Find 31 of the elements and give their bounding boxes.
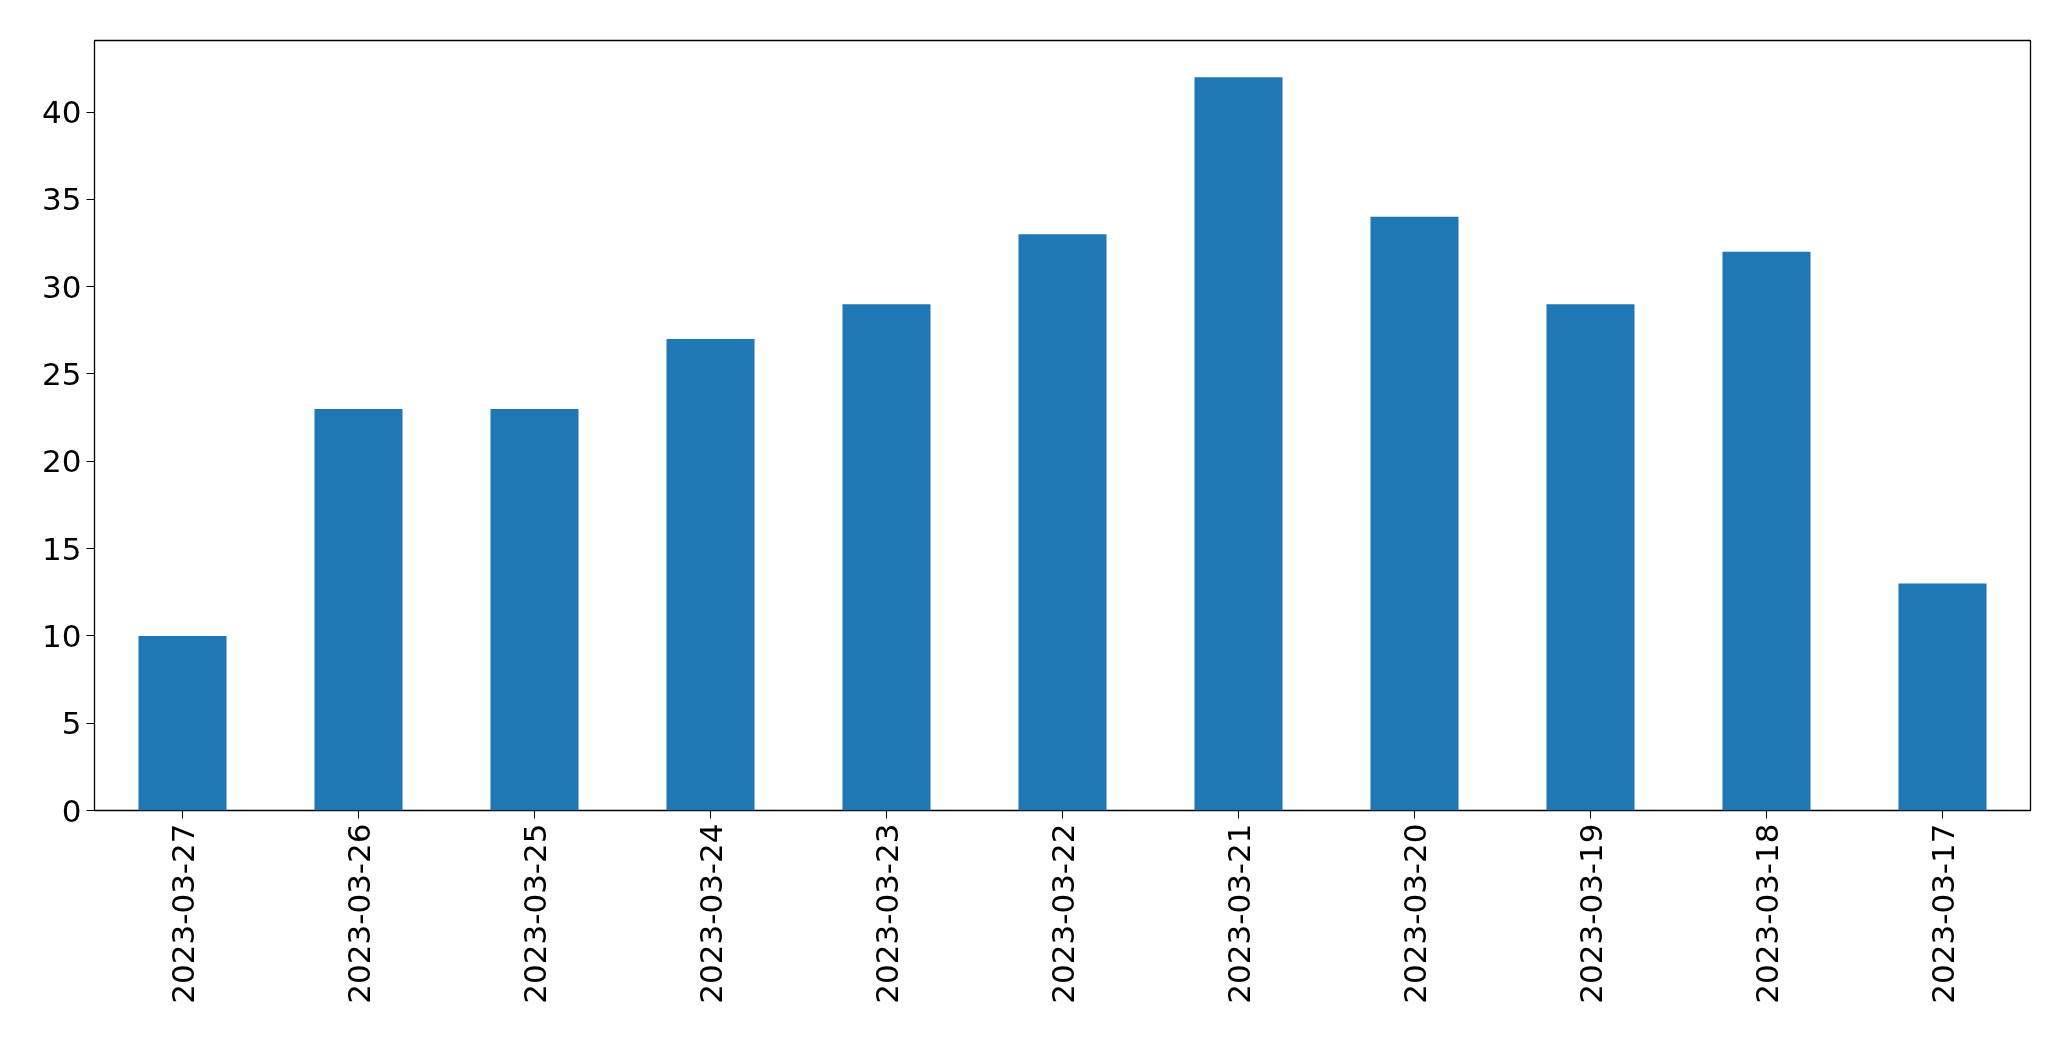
x-tick-label: 2023-03-21 <box>1220 823 1257 1004</box>
y-tick-label: 10 <box>42 617 82 654</box>
y-tick-label: 15 <box>42 530 82 567</box>
x-tick-label: 2023-03-17 <box>1924 823 1961 1004</box>
y-tick-label: 35 <box>42 181 82 218</box>
y-tick-label: 25 <box>42 355 82 392</box>
bar <box>1722 251 1811 811</box>
bar <box>138 635 227 811</box>
x-tick-label: 2023-03-27 <box>164 823 201 1004</box>
bar <box>1018 234 1107 811</box>
x-tick-label: 2023-03-20 <box>1396 823 1433 1004</box>
bar <box>1194 77 1283 811</box>
y-tick-label: 5 <box>61 705 82 742</box>
bar <box>314 408 403 811</box>
y-tick-label: 30 <box>42 268 82 305</box>
bar <box>1546 304 1635 811</box>
x-tick-label: 2023-03-18 <box>1748 823 1785 1004</box>
bar <box>842 304 931 811</box>
y-tick-label: 0 <box>61 792 82 829</box>
x-tick-label: 2023-03-22 <box>1044 823 1081 1004</box>
y-tick-label: 40 <box>42 94 82 131</box>
y-tick-label: 20 <box>42 443 82 480</box>
bar <box>666 339 755 811</box>
x-tick-label: 2023-03-19 <box>1572 823 1609 1004</box>
x-tick-label: 2023-03-25 <box>516 823 553 1004</box>
x-tick-label: 2023-03-26 <box>340 823 377 1004</box>
bar <box>1898 583 1987 811</box>
bar <box>490 408 579 811</box>
x-tick-label: 2023-03-23 <box>868 823 905 1004</box>
bar <box>1370 216 1459 811</box>
x-tick-label: 2023-03-24 <box>692 823 729 1004</box>
